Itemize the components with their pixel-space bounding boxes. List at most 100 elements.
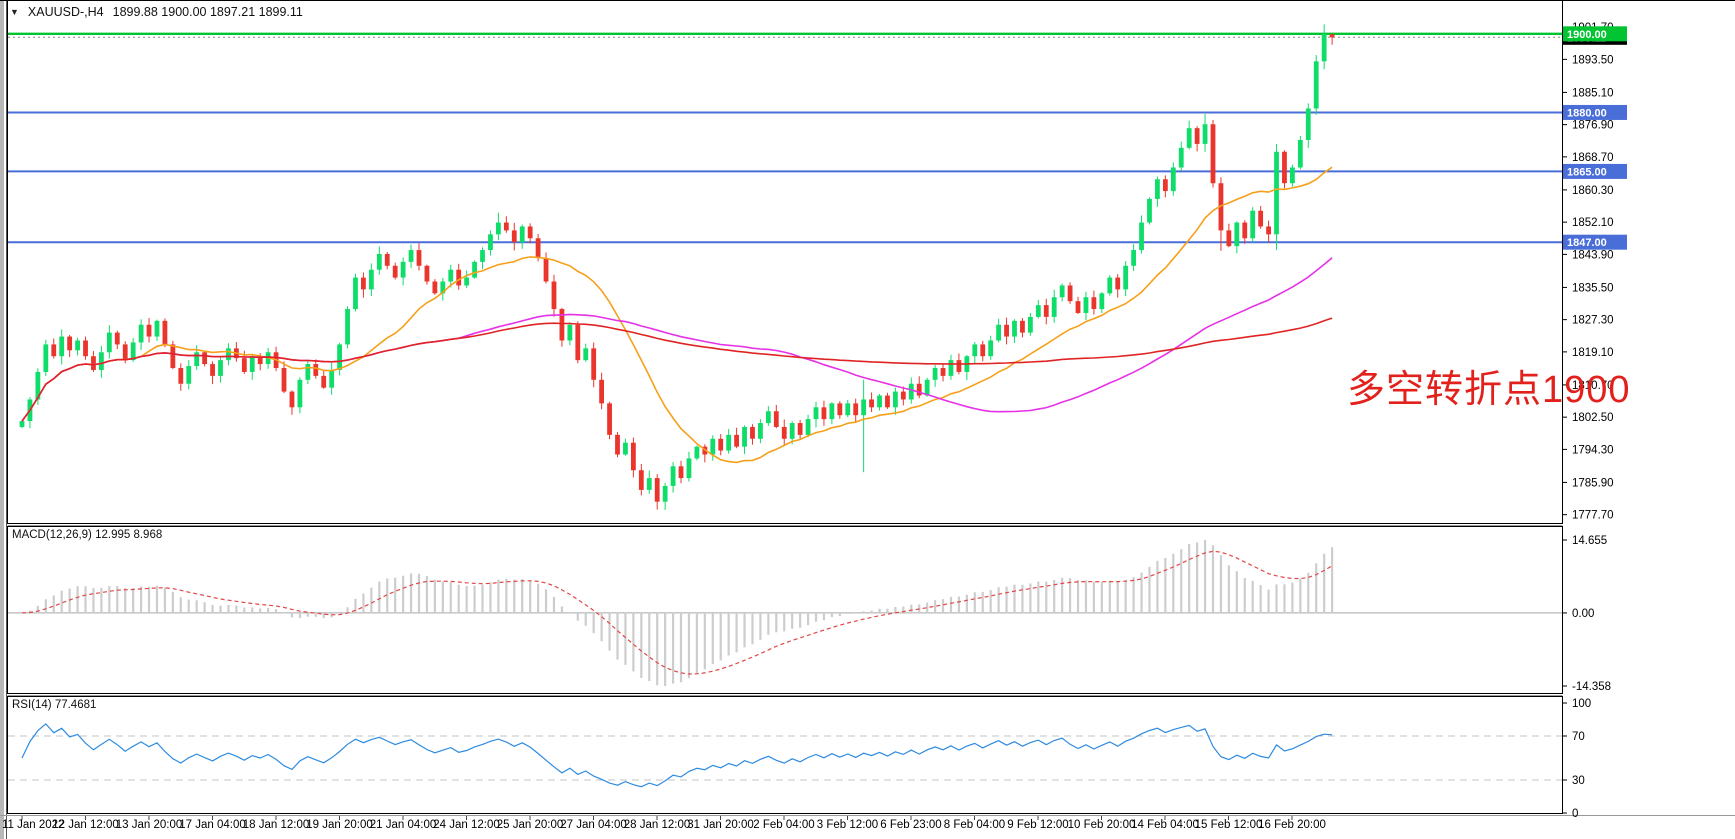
macd-histogram-bar — [179, 597, 182, 613]
svg-text:1868.70: 1868.70 — [1572, 152, 1614, 164]
macd-histogram-bar — [1108, 580, 1111, 613]
macd-histogram-bar — [290, 612, 294, 618]
svg-text:16 Feb 20:00: 16 Feb 20:00 — [1258, 819, 1326, 831]
macd-histogram-bar — [20, 612, 24, 614]
macd-histogram-bar — [799, 612, 802, 628]
macd-histogram-bar — [529, 580, 532, 613]
svg-text:1880.00: 1880.00 — [1567, 107, 1607, 119]
macd-histogram-bar — [433, 579, 436, 613]
svg-text:21 Jan 04:00: 21 Jan 04:00 — [370, 819, 437, 831]
macd-histogram-bar — [449, 582, 452, 613]
ma-slow — [21, 317, 1333, 422]
macd-histogram-bar — [489, 582, 492, 613]
svg-text:17 Jan 04:00: 17 Jan 04:00 — [179, 819, 246, 831]
macd-histogram-bar — [1061, 577, 1064, 613]
svg-text:9 Feb 12:00: 9 Feb 12:00 — [1007, 819, 1068, 831]
svg-text:12 Jan 12:00: 12 Jan 12:00 — [52, 819, 119, 831]
macd-histogram-bar — [537, 583, 540, 613]
macd-histogram-bar — [560, 606, 564, 613]
macd-histogram-bar — [68, 588, 71, 613]
symbol-period-label: XAUUSD-,H4 — [27, 5, 104, 19]
macd-axis[interactable]: 14.655 0.00 -14.358 — [1562, 535, 1611, 693]
macd-histogram-bar — [465, 586, 468, 613]
moving-averages-layer — [21, 166, 1333, 464]
macd-histogram-bar — [44, 599, 47, 613]
macd-histogram-bar — [521, 579, 524, 613]
macd-histogram-bar — [989, 590, 992, 613]
macd-histogram-bar — [76, 586, 79, 613]
svg-text:25 Jan 20:00: 25 Jan 20:00 — [497, 819, 564, 831]
macd-histogram-bar — [36, 605, 39, 613]
macd-histogram-bar — [727, 612, 730, 656]
svg-text:1819.10: 1819.10 — [1572, 347, 1614, 359]
ma-fast — [21, 166, 1333, 464]
macd-histogram-bar — [473, 585, 476, 613]
macd-histogram-bar — [751, 612, 754, 645]
svg-text:3 Feb 12:00: 3 Feb 12:00 — [817, 819, 878, 831]
rsi-layer — [8, 723, 1562, 788]
macd-histogram-bar — [386, 578, 389, 613]
macd-indicator-label: MACD(12,26,9) 12.995 8.968 — [12, 529, 163, 541]
macd-histogram-bar — [759, 612, 762, 640]
svg-text:1827.30: 1827.30 — [1572, 315, 1614, 327]
macd-histogram-bar — [902, 606, 905, 613]
macd-histogram-bar — [1180, 549, 1183, 613]
svg-text:1777.70: 1777.70 — [1572, 510, 1614, 522]
macd-histogram-bar — [378, 581, 381, 613]
macd-histogram-bar — [878, 608, 881, 613]
macd-histogram-bar — [1164, 557, 1167, 613]
svg-text:100: 100 — [1572, 698, 1591, 710]
macd-histogram-bar — [425, 576, 429, 613]
macd-histogram-bar — [1156, 560, 1159, 613]
macd-histogram-bar — [981, 591, 984, 613]
rsi-axis[interactable]: 100 70 30 0 — [1562, 698, 1591, 820]
macd-histogram-bar — [409, 573, 413, 613]
macd-histogram-bar — [251, 607, 254, 613]
svg-text:70: 70 — [1572, 731, 1585, 743]
macd-histogram-bar — [743, 612, 746, 648]
symbol-dropdown-icon[interactable]: ▼ — [10, 6, 19, 17]
macd-histogram-bar — [52, 595, 55, 613]
macd-histogram-bar — [1307, 572, 1310, 613]
macd-histogram-bar — [163, 587, 167, 613]
macd-histogram-bar — [1235, 571, 1238, 613]
macd-histogram-bar — [664, 612, 667, 686]
macd-histogram-bar — [322, 612, 325, 619]
macd-histogram-bar — [806, 612, 810, 626]
macd-histogram-bar — [1100, 582, 1103, 613]
macd-histogram-bar — [1005, 586, 1008, 613]
macd-histogram-bar — [544, 589, 548, 613]
macd-histogram-bar — [934, 600, 937, 613]
macd-histogram-bar — [640, 612, 643, 678]
price-axis[interactable]: 1901.701893.501885.101876.901868.701860.… — [1562, 22, 1614, 522]
macd-histogram-bar — [1259, 585, 1262, 613]
macd-histogram-bar — [1275, 584, 1278, 613]
macd-histogram-bar — [441, 581, 444, 613]
macd-histogram-bar — [822, 612, 826, 621]
macd-histogram-bar — [814, 612, 818, 622]
macd-histogram-bar — [92, 588, 95, 613]
macd-histogram-bar — [886, 608, 889, 613]
macd-histogram-bar — [926, 602, 929, 613]
macd-histogram-bar — [1045, 581, 1048, 613]
macd-histogram-bar — [592, 612, 595, 634]
macd-histogram-bar — [1132, 577, 1135, 613]
macd-histogram-bar — [1211, 545, 1215, 613]
macd-histogram-bar — [1243, 578, 1246, 613]
svg-text:31 Jan 20:00: 31 Jan 20:00 — [687, 819, 754, 831]
macd-histogram-bar — [1331, 547, 1334, 613]
macd-histogram-bar — [1251, 580, 1254, 613]
macd-histogram-bar — [1148, 566, 1151, 613]
horizontal-lines-layer[interactable] — [8, 32, 1562, 244]
macd-histogram-bar — [735, 612, 738, 653]
macd-histogram-bar — [187, 599, 190, 613]
svg-text:1802.50: 1802.50 — [1572, 412, 1614, 424]
svg-text:18 Jan 12:00: 18 Jan 12:00 — [243, 819, 310, 831]
svg-text:19 Jan 20:00: 19 Jan 20:00 — [306, 819, 373, 831]
macd-histogram-bar — [338, 612, 341, 614]
macd-histogram-bar — [402, 575, 405, 613]
macd-histogram-bar — [576, 612, 579, 621]
